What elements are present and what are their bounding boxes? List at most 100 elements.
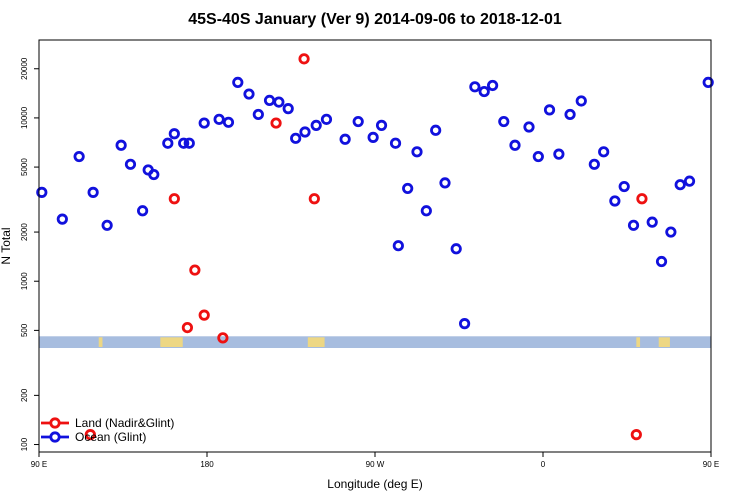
x-tick-label: 90 W	[366, 460, 385, 469]
ocean-point	[282, 103, 294, 115]
ocean-point	[101, 219, 113, 231]
land-segment	[636, 337, 641, 348]
land-segment	[307, 337, 325, 348]
ocean-point	[183, 137, 195, 149]
ocean-point	[213, 113, 225, 125]
y-axis: 100 200 500 1000 2000 5000 10000 20000	[20, 57, 39, 451]
ocean-point	[299, 126, 311, 138]
ocean-point	[124, 158, 137, 170]
land-point	[84, 429, 96, 441]
ocean-point	[232, 76, 244, 89]
ocean-point	[646, 216, 658, 228]
ocean-point	[674, 179, 686, 191]
ocean-point	[168, 128, 180, 140]
ocean-point	[655, 255, 668, 268]
land-point	[636, 193, 648, 205]
chart-title: 45S-40S January (Ver 9) 2014-09-06 to 20…	[188, 11, 562, 28]
legend-marker-ocean	[49, 431, 61, 443]
ocean-point	[420, 205, 432, 217]
ocean-point	[162, 137, 174, 149]
ocean-point	[509, 139, 521, 151]
ocean-point	[702, 76, 714, 89]
x-axis: 90 E 180 90 W 0 90 E	[31, 452, 719, 469]
ocean-point	[273, 96, 285, 108]
ocean-point	[115, 139, 127, 151]
ocean-point	[339, 133, 351, 145]
land-point	[217, 332, 229, 344]
ocean-point	[532, 150, 544, 163]
ocean-point	[375, 119, 388, 131]
land-point	[630, 429, 642, 441]
land-band	[39, 336, 711, 349]
ocean-point	[553, 148, 565, 160]
ocean-point	[392, 240, 404, 252]
y-tick-label: 2000	[20, 223, 29, 241]
ocean-point	[411, 146, 423, 158]
plot-frame	[38, 39, 712, 453]
ocean-point	[389, 137, 402, 149]
ocean-point	[290, 132, 302, 144]
x-tick-label: 0	[541, 460, 546, 469]
ocean-point	[478, 85, 490, 98]
land-segment	[658, 337, 670, 348]
ocean-point	[575, 95, 587, 107]
x-tick-label: 180	[200, 460, 214, 469]
y-tick-label: 100	[20, 437, 29, 451]
ocean-point	[402, 182, 414, 195]
ocean-point	[352, 115, 364, 128]
land-point	[189, 264, 201, 276]
x-axis-label: Longitude (deg E)	[327, 477, 422, 491]
ocean-point	[543, 104, 556, 116]
ocean-point	[627, 219, 640, 231]
ocean-point	[73, 150, 85, 163]
x-tick-label: 90 E	[703, 460, 719, 469]
y-tick-label: 200	[20, 388, 29, 402]
land-segment	[98, 337, 103, 348]
ocean-point	[523, 121, 535, 133]
ocean-point	[222, 116, 235, 128]
ocean-point	[439, 177, 451, 189]
ocean-point	[430, 124, 442, 136]
ocean-point	[665, 226, 677, 238]
ocean-point	[367, 131, 379, 143]
land-segment	[160, 337, 183, 348]
ocean-point	[498, 115, 510, 128]
data-points-layer	[36, 53, 714, 441]
ocean-point	[243, 88, 255, 100]
ocean-point	[618, 180, 630, 193]
ocean-point	[310, 119, 322, 131]
y-tick-label: 5000	[20, 158, 29, 176]
land-point	[298, 53, 310, 65]
land-point	[168, 193, 180, 205]
land-point	[270, 117, 282, 129]
ocean-point	[320, 113, 333, 125]
legend-label-ocean: Ocean (Glint)	[75, 430, 146, 444]
ocean-point	[198, 117, 210, 129]
land-point	[198, 309, 210, 321]
ocean-point	[87, 186, 99, 198]
x-tick-label: 90 E	[31, 460, 47, 469]
ocean-point	[36, 186, 48, 198]
ocean-point	[609, 195, 621, 207]
land-point	[181, 322, 193, 334]
ocean-point	[564, 108, 576, 121]
ocean-point	[252, 108, 264, 121]
y-tick-label: 1000	[20, 272, 29, 290]
ocean-point	[178, 137, 190, 149]
ocean-point	[148, 168, 160, 181]
y-tick-label: 10000	[20, 106, 29, 129]
land-point	[308, 193, 320, 205]
ocean-point	[450, 243, 462, 255]
ocean-point	[458, 318, 471, 330]
ocean-point	[137, 205, 149, 217]
y-tick-label: 500	[20, 323, 29, 337]
ocean-point	[486, 79, 499, 92]
ocean-point	[469, 81, 481, 93]
ocean-point	[683, 175, 696, 187]
ocean-point	[598, 146, 610, 158]
y-tick-label: 20000	[20, 57, 29, 80]
y-axis-label: N Total	[0, 227, 13, 264]
land-band-layer	[39, 336, 711, 349]
ocean-point	[588, 158, 600, 170]
